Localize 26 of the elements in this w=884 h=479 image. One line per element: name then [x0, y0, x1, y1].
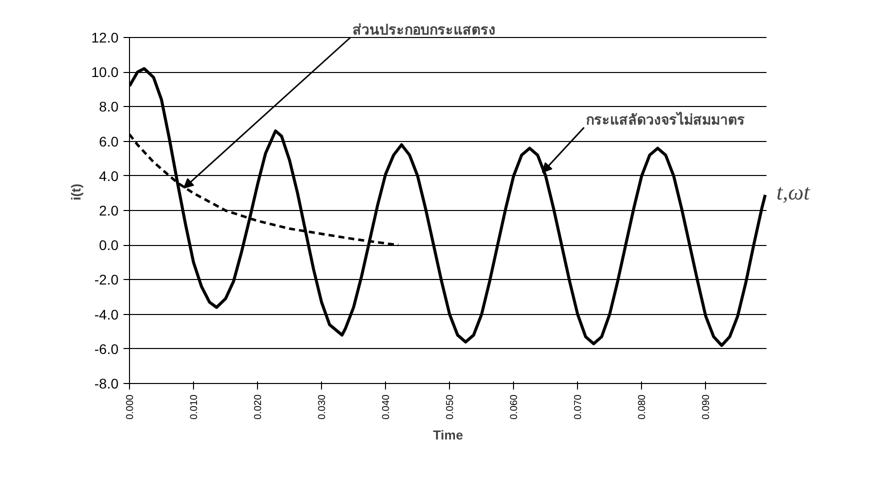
- annotation: ส่วนประกอบกระแสตรง: [352, 22, 496, 38]
- y-tick-label: 10.0: [91, 64, 119, 80]
- y-tick-label: 0.0: [99, 237, 119, 254]
- y-tick-label: -8.0: [94, 376, 119, 392]
- y-tick-label: -2.0: [94, 272, 119, 288]
- x-tick-label: 0.000: [125, 394, 136, 420]
- y-tick-label: 6.0: [99, 133, 119, 150]
- x-tick-label: 0.050: [445, 394, 456, 420]
- y-tick-label: 8.0: [99, 98, 119, 115]
- x-tick-label: 0.010: [189, 394, 200, 420]
- x-tick-label: 0.070: [573, 394, 584, 420]
- x-tick-label: 0.020: [253, 394, 264, 420]
- y-tick-label: 4.0: [99, 168, 119, 184]
- x-tick-label: 0.030: [317, 394, 328, 420]
- annotation: กระแสลัดวงจรไม่สมมาตร: [586, 110, 746, 128]
- x-axis-title: Time: [432, 428, 464, 443]
- x-tick-label: 0.060: [509, 394, 520, 420]
- x-tick-label: 0.080: [637, 394, 648, 420]
- y-tick-label: -6.0: [94, 340, 119, 357]
- y-axis-title: i(t): [68, 184, 84, 200]
- x-tick-label: 0.090: [701, 394, 712, 420]
- x-tick-label: 0.040: [381, 394, 392, 420]
- y-tick-label: 12.0: [91, 30, 119, 46]
- y-tick-label: -4.0: [94, 306, 119, 322]
- text: t,ωt: [776, 180, 811, 204]
- y-tick-label: 2.0: [99, 202, 119, 218]
